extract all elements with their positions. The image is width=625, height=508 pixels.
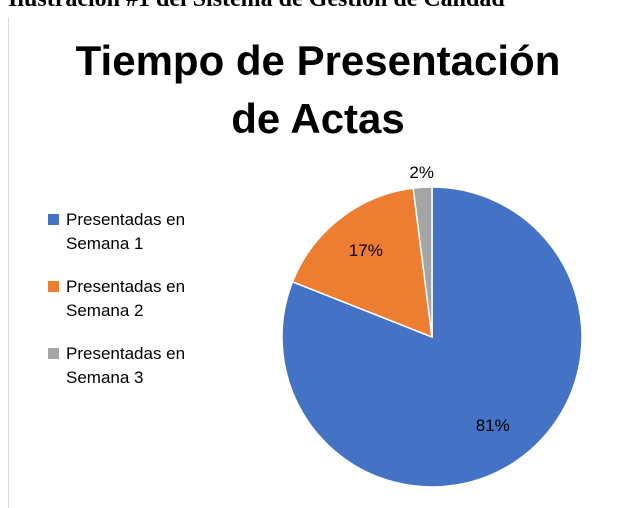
legend-label: Presentadas en Semana 1 bbox=[66, 210, 186, 253]
data-label: 17% bbox=[349, 241, 383, 260]
legend-label: Presentadas en Semana 3 bbox=[66, 344, 186, 387]
legend: Presentadas en Semana 1 Presentadas en Se… bbox=[48, 208, 218, 409]
legend-swatch bbox=[48, 281, 59, 292]
caption: Ilustración #1 del Sistema de Gestión de… bbox=[8, 0, 505, 13]
pie-slice bbox=[412, 186, 433, 338]
legend-item: Presentadas en Semana 2 bbox=[48, 275, 218, 342]
legend-item: Presentadas en Semana 1 bbox=[48, 208, 218, 275]
legend-swatch bbox=[48, 348, 59, 359]
legend-label: Presentadas en Semana 2 bbox=[66, 277, 186, 320]
legend-item: Presentadas en Semana 3 bbox=[48, 342, 218, 409]
data-label: 2% bbox=[409, 163, 434, 182]
legend-swatch bbox=[48, 214, 59, 225]
chart-frame bbox=[8, 18, 9, 508]
chart-title: Tiempo de Presentación de Actas bbox=[75, 37, 561, 142]
pie-slice bbox=[291, 187, 433, 339]
data-label: 81% bbox=[476, 416, 510, 435]
